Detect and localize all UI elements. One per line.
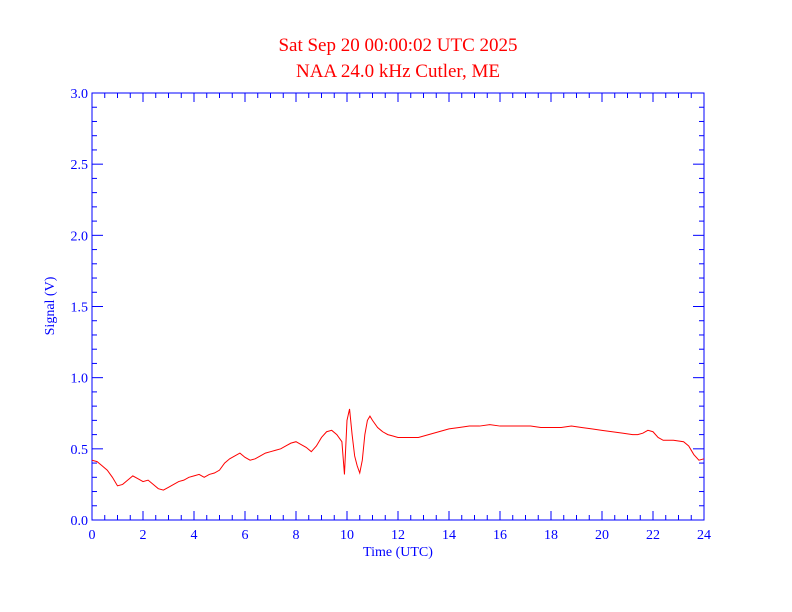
y-tick-label: 3.0 <box>71 87 89 102</box>
x-tick-label: 0 <box>89 528 96 543</box>
y-tick-label: 0.5 <box>71 443 89 458</box>
x-tick-label: 20 <box>595 528 609 543</box>
x-tick-label: 10 <box>340 528 354 543</box>
x-tick-label: 12 <box>391 528 405 543</box>
y-tick-label: 1.5 <box>71 301 89 316</box>
x-tick-label: 6 <box>242 528 249 543</box>
chart-subtitle: NAA 24.0 kHz Cutler, ME <box>296 61 500 82</box>
y-tick-label: 2.0 <box>71 229 89 244</box>
y-axis-tick-labels: 0.0 0.5 1.0 1.5 2.0 2.5 3.0 <box>71 87 89 529</box>
y-axis-ticks <box>92 92 704 521</box>
x-axis-ticks <box>91 93 705 520</box>
x-axis-tick-labels: 0 2 4 6 8 10 12 14 16 18 20 22 24 <box>89 528 712 543</box>
x-tick-label: 18 <box>544 528 558 543</box>
x-tick-label: 8 <box>293 528 300 543</box>
x-tick-label: 16 <box>493 528 507 543</box>
y-tick-label: 2.5 <box>71 158 89 173</box>
y-tick-label: 1.0 <box>71 372 89 387</box>
signal-series-line <box>91 408 705 491</box>
y-axis-label: Signal (V) <box>43 276 58 335</box>
x-axis-label: Time (UTC) <box>363 545 433 560</box>
x-tick-label: 4 <box>191 528 198 543</box>
x-tick-label: 14 <box>442 528 456 543</box>
x-tick-label: 2 <box>140 528 147 543</box>
x-tick-label: 22 <box>646 528 660 543</box>
chart-title: Sat Sep 20 00:00:02 UTC 2025 <box>278 35 517 56</box>
y-tick-label: 0.0 <box>71 514 89 529</box>
x-tick-label: 24 <box>697 528 711 543</box>
